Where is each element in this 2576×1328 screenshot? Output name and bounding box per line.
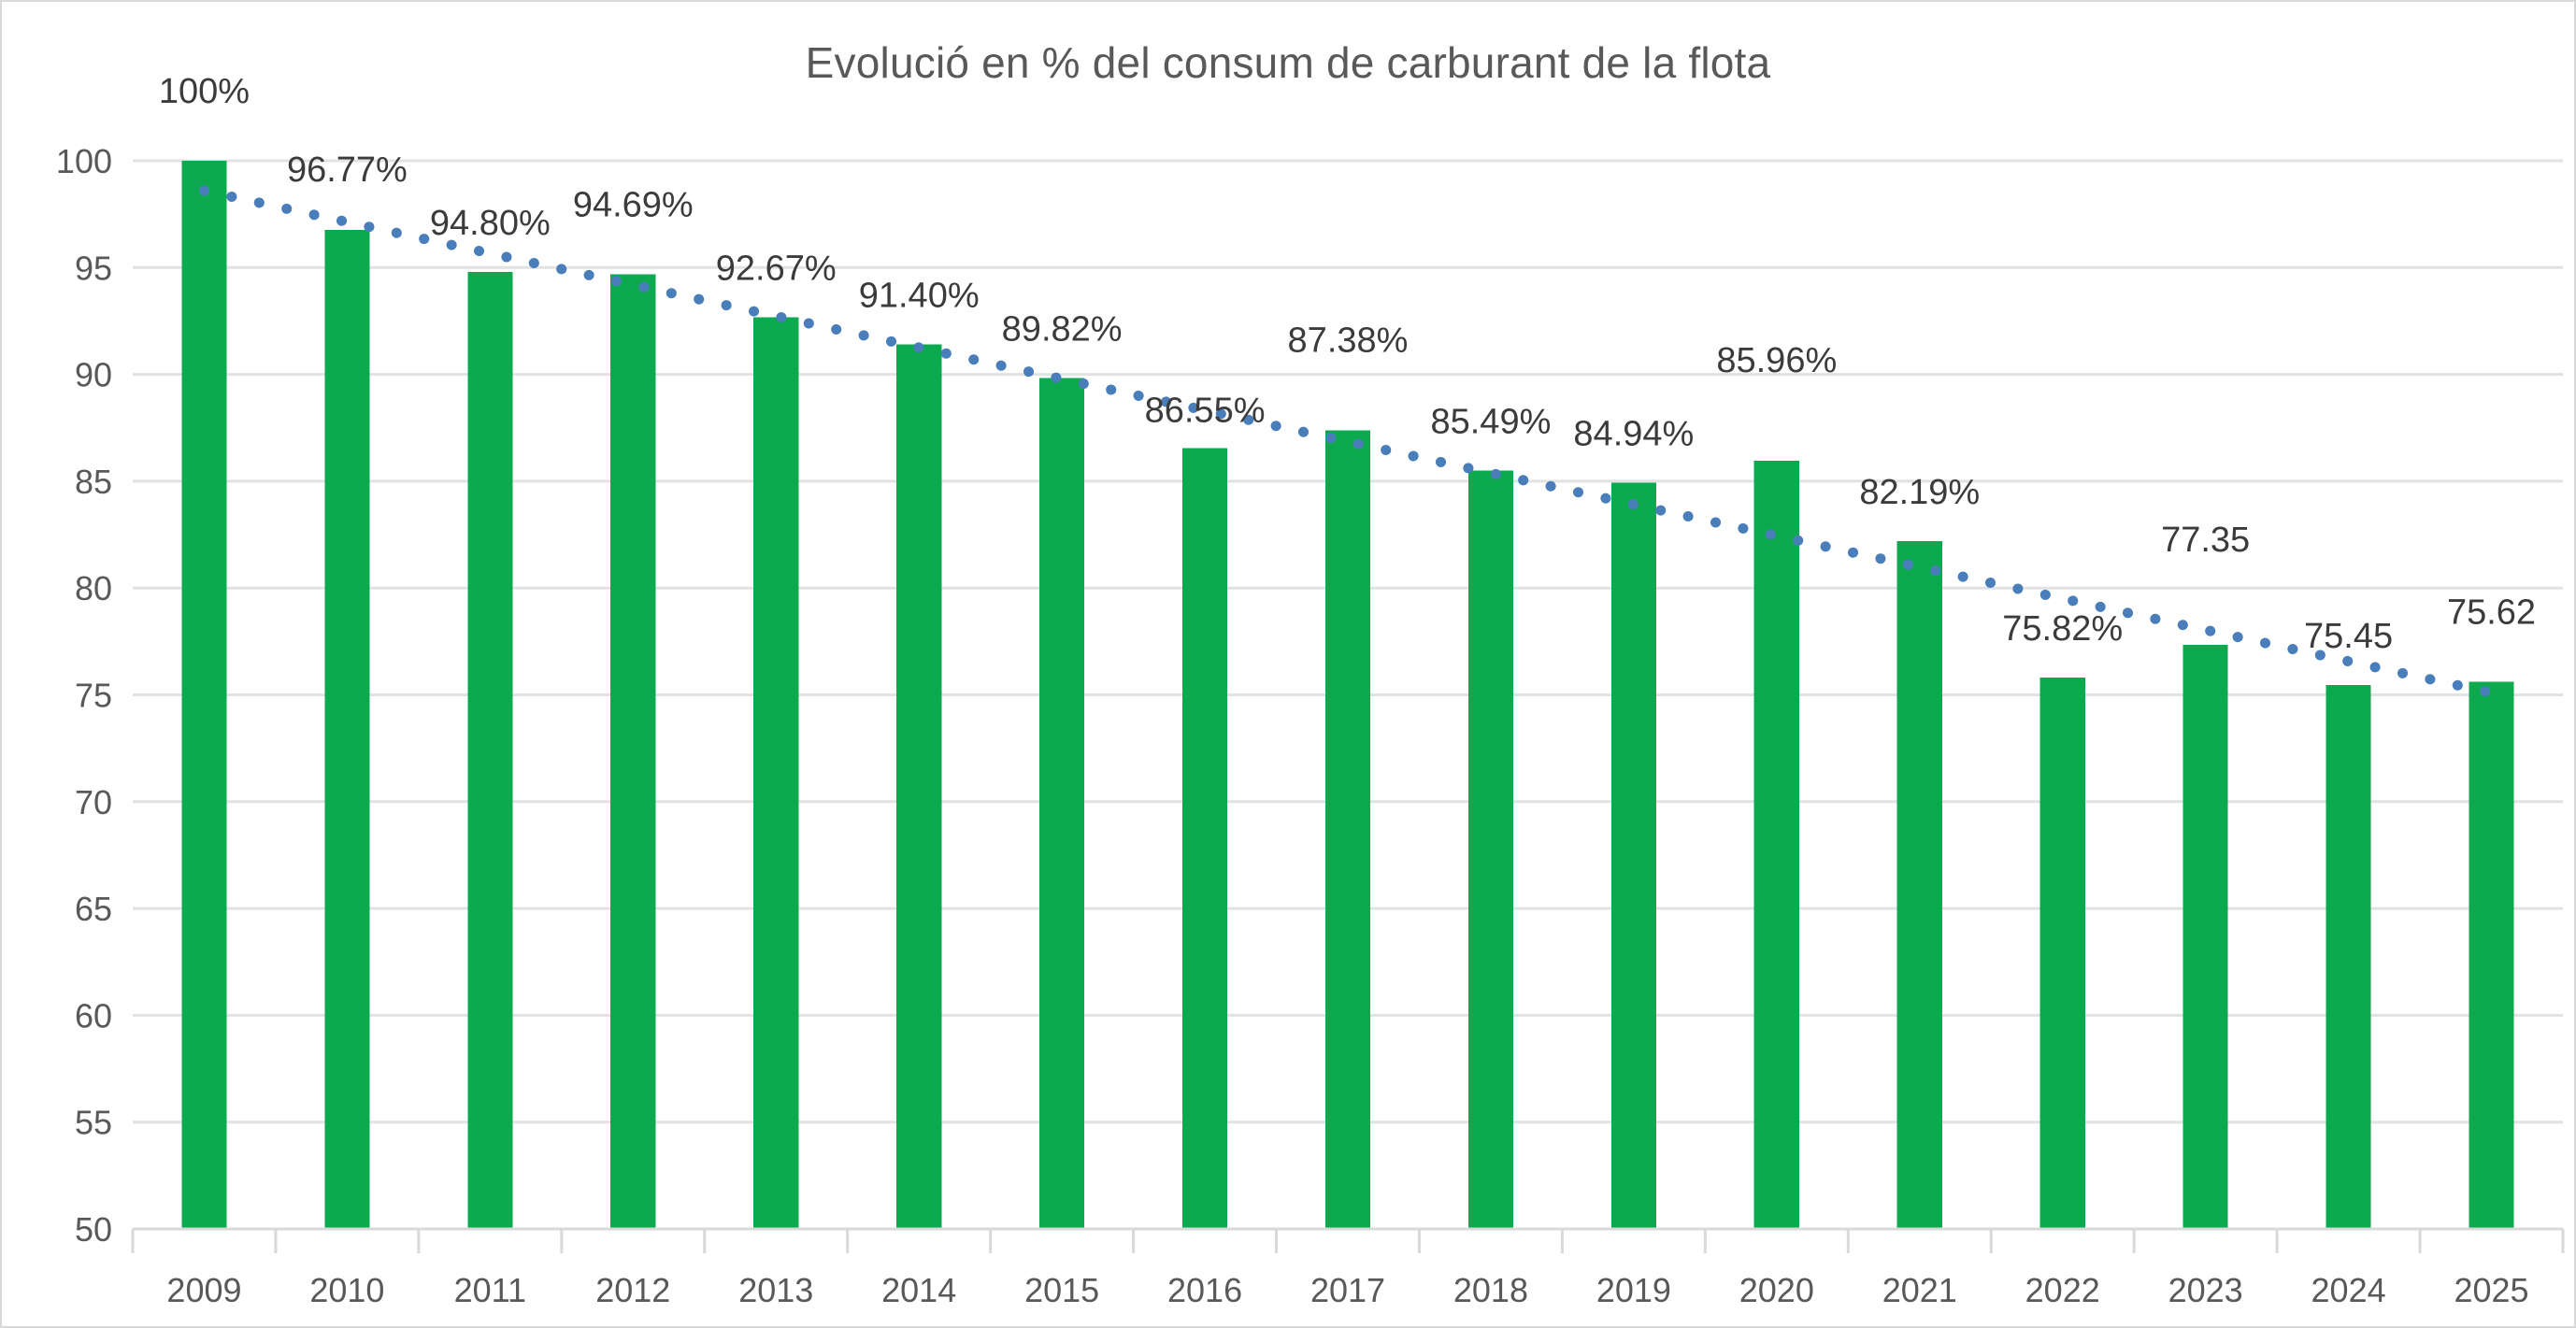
- data-label-2015: 89.82%: [1002, 310, 1123, 350]
- bar-2024: [2326, 685, 2371, 1229]
- data-label-2011: 94.80%: [430, 204, 551, 243]
- data-label-2023: 77.35: [2161, 521, 2250, 560]
- x-axis-label-2017: 2017: [1310, 1271, 1385, 1309]
- x-axis-label-2022: 2022: [2025, 1271, 2100, 1309]
- data-label-2012: 94.69%: [573, 185, 694, 224]
- x-axis-label-2023: 2023: [2168, 1271, 2243, 1309]
- data-label-2022: 75.82%: [2002, 609, 2123, 649]
- x-axis-label-2012: 2012: [595, 1271, 670, 1309]
- y-axis-tick-label: 70: [75, 783, 112, 821]
- data-label-2009: 100%: [159, 72, 250, 111]
- bar-2017: [1324, 430, 1371, 1229]
- y-axis-tick-label: 85: [75, 463, 112, 501]
- bar-2019: [1610, 482, 1656, 1229]
- y-axis-tick-labels: 100 95 90 85 80 75 70 65 60 55 50: [56, 142, 112, 1249]
- trendline-group: [198, 185, 2497, 698]
- bar-data-labels: 100% 96.77% 94.80% 94.69% 92.67% 91.40% 89.82%…: [159, 72, 2536, 656]
- y-axis-tick-label: 75: [75, 677, 112, 715]
- x-axis-label-2015: 2015: [1024, 1271, 1099, 1309]
- x-axis-category-labels: 2009 2010 2011 2012 2013 2014 2015 2016 2017 2018…: [166, 1271, 2528, 1309]
- x-axis-label-2021: 2021: [1882, 1271, 1957, 1309]
- x-axis-label-2016: 2016: [1167, 1271, 1242, 1309]
- bar-2012: [610, 274, 656, 1229]
- x-axis-label-2013: 2013: [738, 1271, 813, 1309]
- y-axis-tick-label: 60: [75, 996, 112, 1035]
- bar-2013: [753, 317, 799, 1229]
- y-axis-tick-label: 95: [75, 249, 112, 287]
- bars-group: [181, 161, 2514, 1230]
- data-label-2024: 75.45: [2304, 617, 2393, 656]
- data-label-2010: 96.77%: [287, 150, 408, 190]
- bar-2016: [1181, 448, 1228, 1230]
- data-label-2021: 82.19%: [1859, 473, 1980, 512]
- trendline-dotted: [198, 185, 2497, 698]
- bar-2021: [1896, 541, 1942, 1229]
- x-axis-label-2011: 2011: [454, 1271, 526, 1309]
- x-axis-label-2014: 2014: [881, 1271, 956, 1309]
- y-axis-tick-label: 90: [75, 356, 112, 394]
- bar-2023: [2182, 644, 2228, 1229]
- bar-2022: [2039, 677, 2085, 1229]
- data-label-2025: 75.62: [2447, 593, 2536, 632]
- data-label-2020: 85.96%: [1716, 341, 1837, 380]
- data-label-2013: 92.67%: [716, 250, 837, 289]
- y-axis-tick-label: 55: [75, 1104, 112, 1142]
- y-axis-tick-label: 65: [75, 890, 112, 928]
- data-label-2017: 87.38%: [1288, 321, 1409, 360]
- y-axis-tick-label: 50: [75, 1210, 112, 1249]
- bar-2020: [1753, 460, 1799, 1229]
- x-axis-label-2018: 2018: [1453, 1271, 1528, 1309]
- data-label-2016: 86.55%: [1145, 391, 1266, 430]
- x-axis-group: [131, 1227, 2565, 1253]
- data-label-2014: 91.40%: [859, 277, 980, 316]
- x-axis-label-2020: 2020: [1739, 1271, 1814, 1309]
- bar-2018: [1467, 470, 1514, 1229]
- x-axis-label-2009: 2009: [166, 1271, 241, 1309]
- x-axis-label-2010: 2010: [309, 1271, 384, 1309]
- y-axis-tick-label: 100: [56, 142, 112, 180]
- data-label-2018: 85.49%: [1430, 403, 1551, 442]
- x-axis-label-2025: 2025: [2454, 1271, 2528, 1309]
- x-axis-label-2019: 2019: [1596, 1271, 1671, 1309]
- data-label-2019: 84.94%: [1573, 414, 1694, 453]
- bar-2010: [324, 229, 370, 1230]
- bar-2009: [181, 161, 227, 1229]
- y-axis-tick-label: 80: [75, 569, 112, 607]
- x-axis-label-2024: 2024: [2311, 1271, 2386, 1309]
- chart-title: Evolució en % del consum de carburant de…: [805, 38, 1771, 87]
- bar-2015: [1039, 378, 1085, 1230]
- bar-2011: [467, 271, 513, 1229]
- bar-2014: [896, 344, 942, 1230]
- bar-2025: [2469, 681, 2514, 1229]
